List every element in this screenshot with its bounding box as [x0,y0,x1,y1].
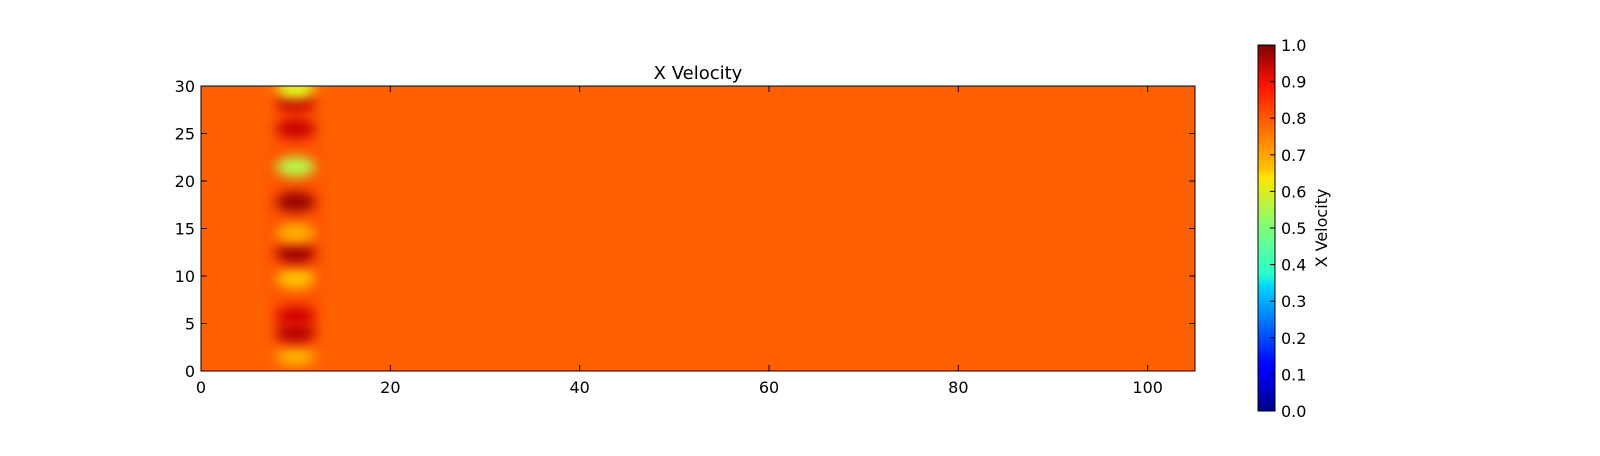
heatmap-features [265,86,326,371]
x-tick-label-80: 80 [948,378,968,397]
heatmap-feature-4 [275,243,316,264]
x-tick-label-0: 0 [196,378,206,397]
colorbar-tick-label-7: 0.7 [1281,146,1306,165]
colorbar-ticks: 0.0 0.1 0.2 0.3 0.4 0.5 0.6 0.7 0.8 0.9 1.0 [1270,36,1306,421]
colorbar-tick-label-4: 0.4 [1281,256,1306,275]
heatmap-feature-1 [275,323,316,343]
y-tick-label-0: 0 [185,362,195,381]
heatmap-background [201,86,1195,371]
heatmap-feature-5 [275,223,316,244]
x-tick-label-20: 20 [380,378,400,397]
colorbar-tick-label-9: 0.9 [1281,73,1306,92]
y-tick-label-30: 30 [175,77,195,96]
colorbar-tick-label-8: 0.8 [1281,109,1306,128]
heatmap-feature-8 [275,118,316,139]
x-tick-label-40: 40 [569,378,589,397]
y-tick-label-5: 5 [185,315,195,334]
heatmap-feature-10 [275,86,316,99]
heatmap-feature-6 [275,191,316,212]
heatmap-feature-3 [275,268,316,289]
colorbar-tick-label-5: 0.5 [1281,219,1306,238]
y-tick-label-15: 15 [175,220,195,239]
heatmap-feature-2 [275,305,316,326]
colorbar-tick-label-6: 0.6 [1281,182,1306,201]
chart-title: X Velocity [654,63,743,84]
colorbar-tick-label-1: 0.1 [1281,365,1306,384]
plot-area [200,85,1196,372]
x-tick-label-60: 60 [759,378,779,397]
colorbar-tick-label-0: 0.0 [1281,402,1306,421]
y-tick-label-20: 20 [175,172,195,191]
colorbar: 0.0 0.1 0.2 0.3 0.4 0.5 0.6 0.7 0.8 0.9 1.0 X Velo… [1257,36,1331,421]
y-tick-label-10: 10 [175,267,195,286]
y-axis: 0 5 10 15 20 25 30 [175,77,1195,381]
colorbar-label: X Velocity [1312,189,1331,268]
colorbar-tick-label-3: 0.3 [1281,292,1306,311]
y-tick-label-25: 25 [175,125,195,144]
x-axis: 0 20 40 60 80 100 [196,86,1163,397]
heatmap-feature-0 [275,346,316,367]
colorbar-tick-label-10: 1.0 [1281,36,1306,55]
x-tick-label-100: 100 [1132,378,1163,397]
colorbar-tick-label-2: 0.2 [1281,329,1306,348]
heatmap-feature-7 [275,156,316,177]
